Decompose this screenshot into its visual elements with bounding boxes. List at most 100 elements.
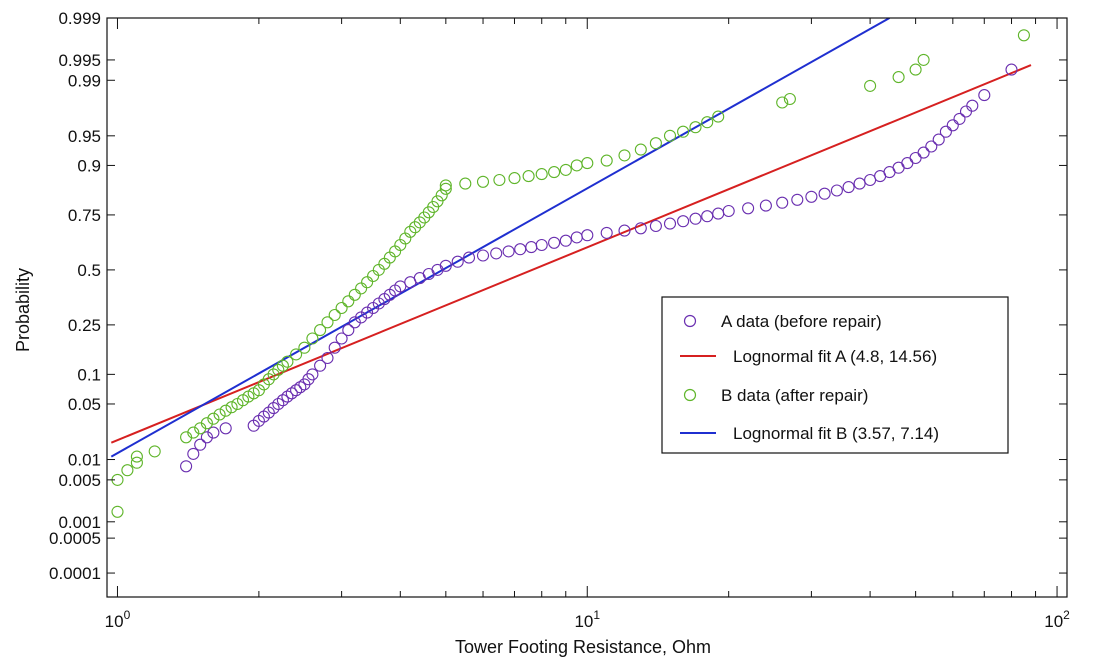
data-point-a bbox=[634, 222, 647, 235]
x-tick-label: 101 bbox=[574, 608, 600, 631]
data-point-b bbox=[281, 355, 294, 368]
data-point-a bbox=[281, 390, 294, 403]
data-point-b bbox=[272, 363, 285, 376]
data-point-b bbox=[267, 368, 280, 381]
data-point-a bbox=[267, 402, 280, 415]
data-point-b bbox=[892, 71, 905, 84]
data-point-b bbox=[130, 456, 143, 469]
data-point-b bbox=[493, 173, 506, 187]
data-point-b bbox=[570, 159, 583, 172]
data-point-a bbox=[959, 105, 973, 118]
data-point-a bbox=[394, 280, 407, 293]
data-point-a bbox=[276, 394, 289, 407]
data-point-b bbox=[864, 79, 877, 92]
y-tick-label: 0.05 bbox=[68, 395, 101, 414]
data-point-a bbox=[187, 447, 200, 460]
data-point-b bbox=[600, 154, 613, 167]
data-point-a bbox=[701, 210, 714, 223]
data-point-b bbox=[535, 168, 548, 181]
y-tick-label: 0.005 bbox=[58, 471, 101, 490]
y-tick-label: 0.5 bbox=[77, 261, 101, 280]
data-point-a bbox=[502, 245, 515, 258]
data-point-a bbox=[946, 119, 959, 132]
data-point-b bbox=[559, 163, 572, 176]
data-point-a bbox=[712, 207, 725, 220]
data-point-a bbox=[776, 196, 789, 209]
data-point-a bbox=[600, 226, 613, 239]
y-tick-label: 0.75 bbox=[68, 206, 101, 225]
data-point-b bbox=[361, 276, 374, 289]
data-point-a bbox=[901, 157, 914, 170]
data-point-a bbox=[451, 255, 464, 268]
data-point-b bbox=[314, 324, 327, 337]
y-tick-label: 0.25 bbox=[68, 316, 101, 335]
legend-entry-fit-a: Lognormal fit A (4.8, 14.56) bbox=[680, 347, 937, 366]
data-point-b bbox=[581, 157, 594, 170]
legend-entry-b-data: B data (after repair) bbox=[683, 386, 868, 405]
data-point-a bbox=[335, 332, 348, 345]
data-point-a bbox=[677, 215, 690, 228]
data-point-b bbox=[909, 63, 922, 76]
data-point-b bbox=[111, 505, 124, 518]
data-point-a bbox=[294, 381, 307, 394]
legend: A data (before repair) Lognormal fit A (… bbox=[661, 296, 1009, 454]
data-point-a bbox=[791, 193, 804, 206]
data-point-b bbox=[321, 316, 334, 329]
data-point-b bbox=[508, 172, 521, 185]
data-point-b bbox=[634, 143, 647, 156]
y-tick-label: 0.99 bbox=[68, 71, 101, 90]
data-point-a bbox=[618, 224, 631, 237]
data-point-a bbox=[818, 187, 831, 200]
data-point-a bbox=[314, 359, 327, 372]
data-point-a bbox=[978, 89, 991, 102]
y-tick-label: 0.0005 bbox=[49, 529, 101, 548]
data-point-b bbox=[335, 301, 348, 315]
y-tick-label: 0.999 bbox=[58, 9, 101, 28]
data-point-a bbox=[285, 387, 298, 400]
data-point-a bbox=[649, 219, 662, 233]
data-point-a bbox=[525, 241, 538, 254]
data-point-b bbox=[618, 149, 631, 162]
data-point-b bbox=[306, 332, 319, 345]
data-point-a bbox=[939, 125, 952, 138]
data-point-a bbox=[342, 324, 355, 337]
y-tick-label: 0.0001 bbox=[49, 564, 101, 583]
data-point-b bbox=[677, 125, 690, 138]
data-point-b bbox=[213, 408, 226, 421]
data-point-b bbox=[187, 426, 200, 439]
data-layer bbox=[110, 18, 1032, 518]
data-point-a bbox=[722, 204, 735, 218]
y-tick-label: 0.001 bbox=[58, 513, 101, 532]
data-point-b bbox=[439, 182, 452, 195]
data-point-b bbox=[121, 464, 134, 477]
data-point-b bbox=[342, 295, 355, 308]
data-point-b bbox=[298, 341, 311, 354]
data-point-b bbox=[917, 53, 930, 66]
data-point-a bbox=[439, 259, 452, 272]
y-tick-label: 0.9 bbox=[77, 156, 101, 175]
data-point-b bbox=[776, 96, 789, 109]
data-point-b bbox=[476, 175, 490, 188]
data-point-a bbox=[462, 251, 476, 264]
legend-marker-a bbox=[683, 314, 697, 328]
data-point-b bbox=[701, 116, 714, 129]
y-tick-label: 0.995 bbox=[58, 51, 101, 70]
data-point-a bbox=[328, 341, 341, 354]
data-point-a bbox=[864, 173, 877, 187]
data-point-a bbox=[200, 431, 213, 444]
data-point-b bbox=[328, 308, 341, 322]
data-point-b bbox=[431, 195, 444, 208]
data-point-a bbox=[207, 426, 220, 439]
legend-box bbox=[661, 296, 1009, 454]
data-point-a bbox=[909, 151, 922, 165]
data-point-a bbox=[917, 146, 930, 159]
data-point-b bbox=[355, 282, 368, 295]
data-point-a bbox=[476, 249, 490, 262]
data-point-b bbox=[348, 288, 361, 301]
data-point-b bbox=[130, 450, 143, 463]
legend-entry-a-data: A data (before repair) bbox=[683, 312, 882, 331]
legend-label-b-data: B data (after repair) bbox=[721, 386, 868, 405]
data-point-a bbox=[581, 229, 594, 242]
x-tick-label: 100 bbox=[105, 608, 131, 631]
